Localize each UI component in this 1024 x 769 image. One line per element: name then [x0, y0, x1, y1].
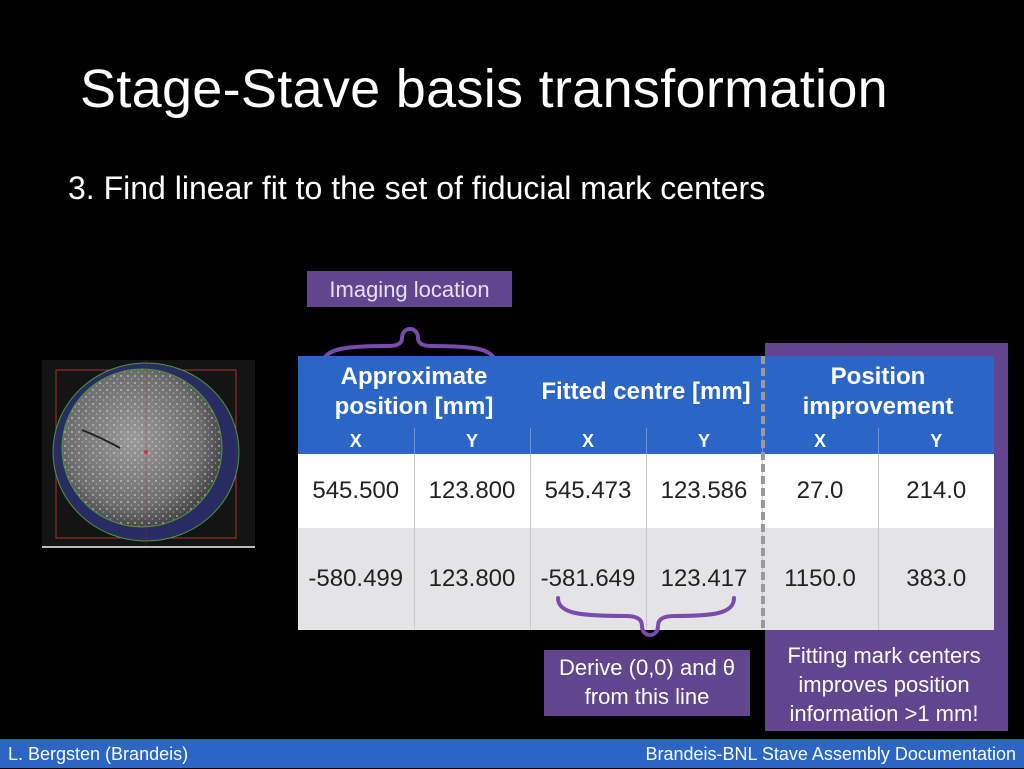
header-approximate: Approximate position [mm] — [298, 356, 530, 428]
subheader-x: X — [530, 428, 647, 454]
approx-brace — [320, 327, 498, 368]
slide-title: Stage-Stave basis transformation — [80, 59, 888, 119]
table-cell: -580.499 — [298, 528, 415, 630]
footer-bar: L. Bergsten (Brandeis) Brandeis-BNL Stav… — [0, 739, 1024, 768]
table-row: 545.500 123.800 545.473 123.586 27.0 214… — [298, 454, 994, 528]
subheader-x: X — [762, 428, 879, 454]
subheader-y: Y — [878, 428, 994, 454]
table-cell: 123.800 — [414, 454, 531, 528]
table-cell: 123.417 — [646, 528, 763, 630]
subheader-y: Y — [414, 428, 531, 454]
table-cell: 123.800 — [414, 528, 531, 630]
table-cell: 214.0 — [878, 454, 994, 528]
table-cell: 545.473 — [530, 454, 647, 528]
position-table: Approximate position [mm] Fitted centre … — [298, 356, 994, 630]
header-improvement: Position improvement — [762, 356, 994, 428]
derive-callout: Derive (0,0) and θ from this line — [544, 650, 750, 716]
imaging-location-callout: Imaging location — [307, 271, 512, 307]
subheader-x: X — [298, 428, 415, 454]
fitted-brace — [556, 596, 736, 637]
footer-author: L. Bergsten (Brandeis) — [8, 744, 189, 764]
table-cell: 27.0 — [762, 454, 879, 528]
divider-dashed — [761, 356, 765, 628]
table-cell: 1150.0 — [762, 528, 879, 630]
header-fitted: Fitted centre [mm] — [530, 356, 762, 428]
fitting-callout: Fitting mark centers improves position i… — [766, 641, 1002, 728]
table-cell: 383.0 — [878, 528, 994, 630]
table-cell: 123.586 — [646, 454, 763, 528]
footer-doc-title: Brandeis-BNL Stave Assembly Documentatio… — [645, 744, 1016, 764]
subheader-y: Y — [646, 428, 763, 454]
fiducial-image — [42, 360, 255, 548]
slide-subtitle: 3. Find linear fit to the set of fiducia… — [68, 170, 766, 206]
table-cell: 545.500 — [298, 454, 415, 528]
